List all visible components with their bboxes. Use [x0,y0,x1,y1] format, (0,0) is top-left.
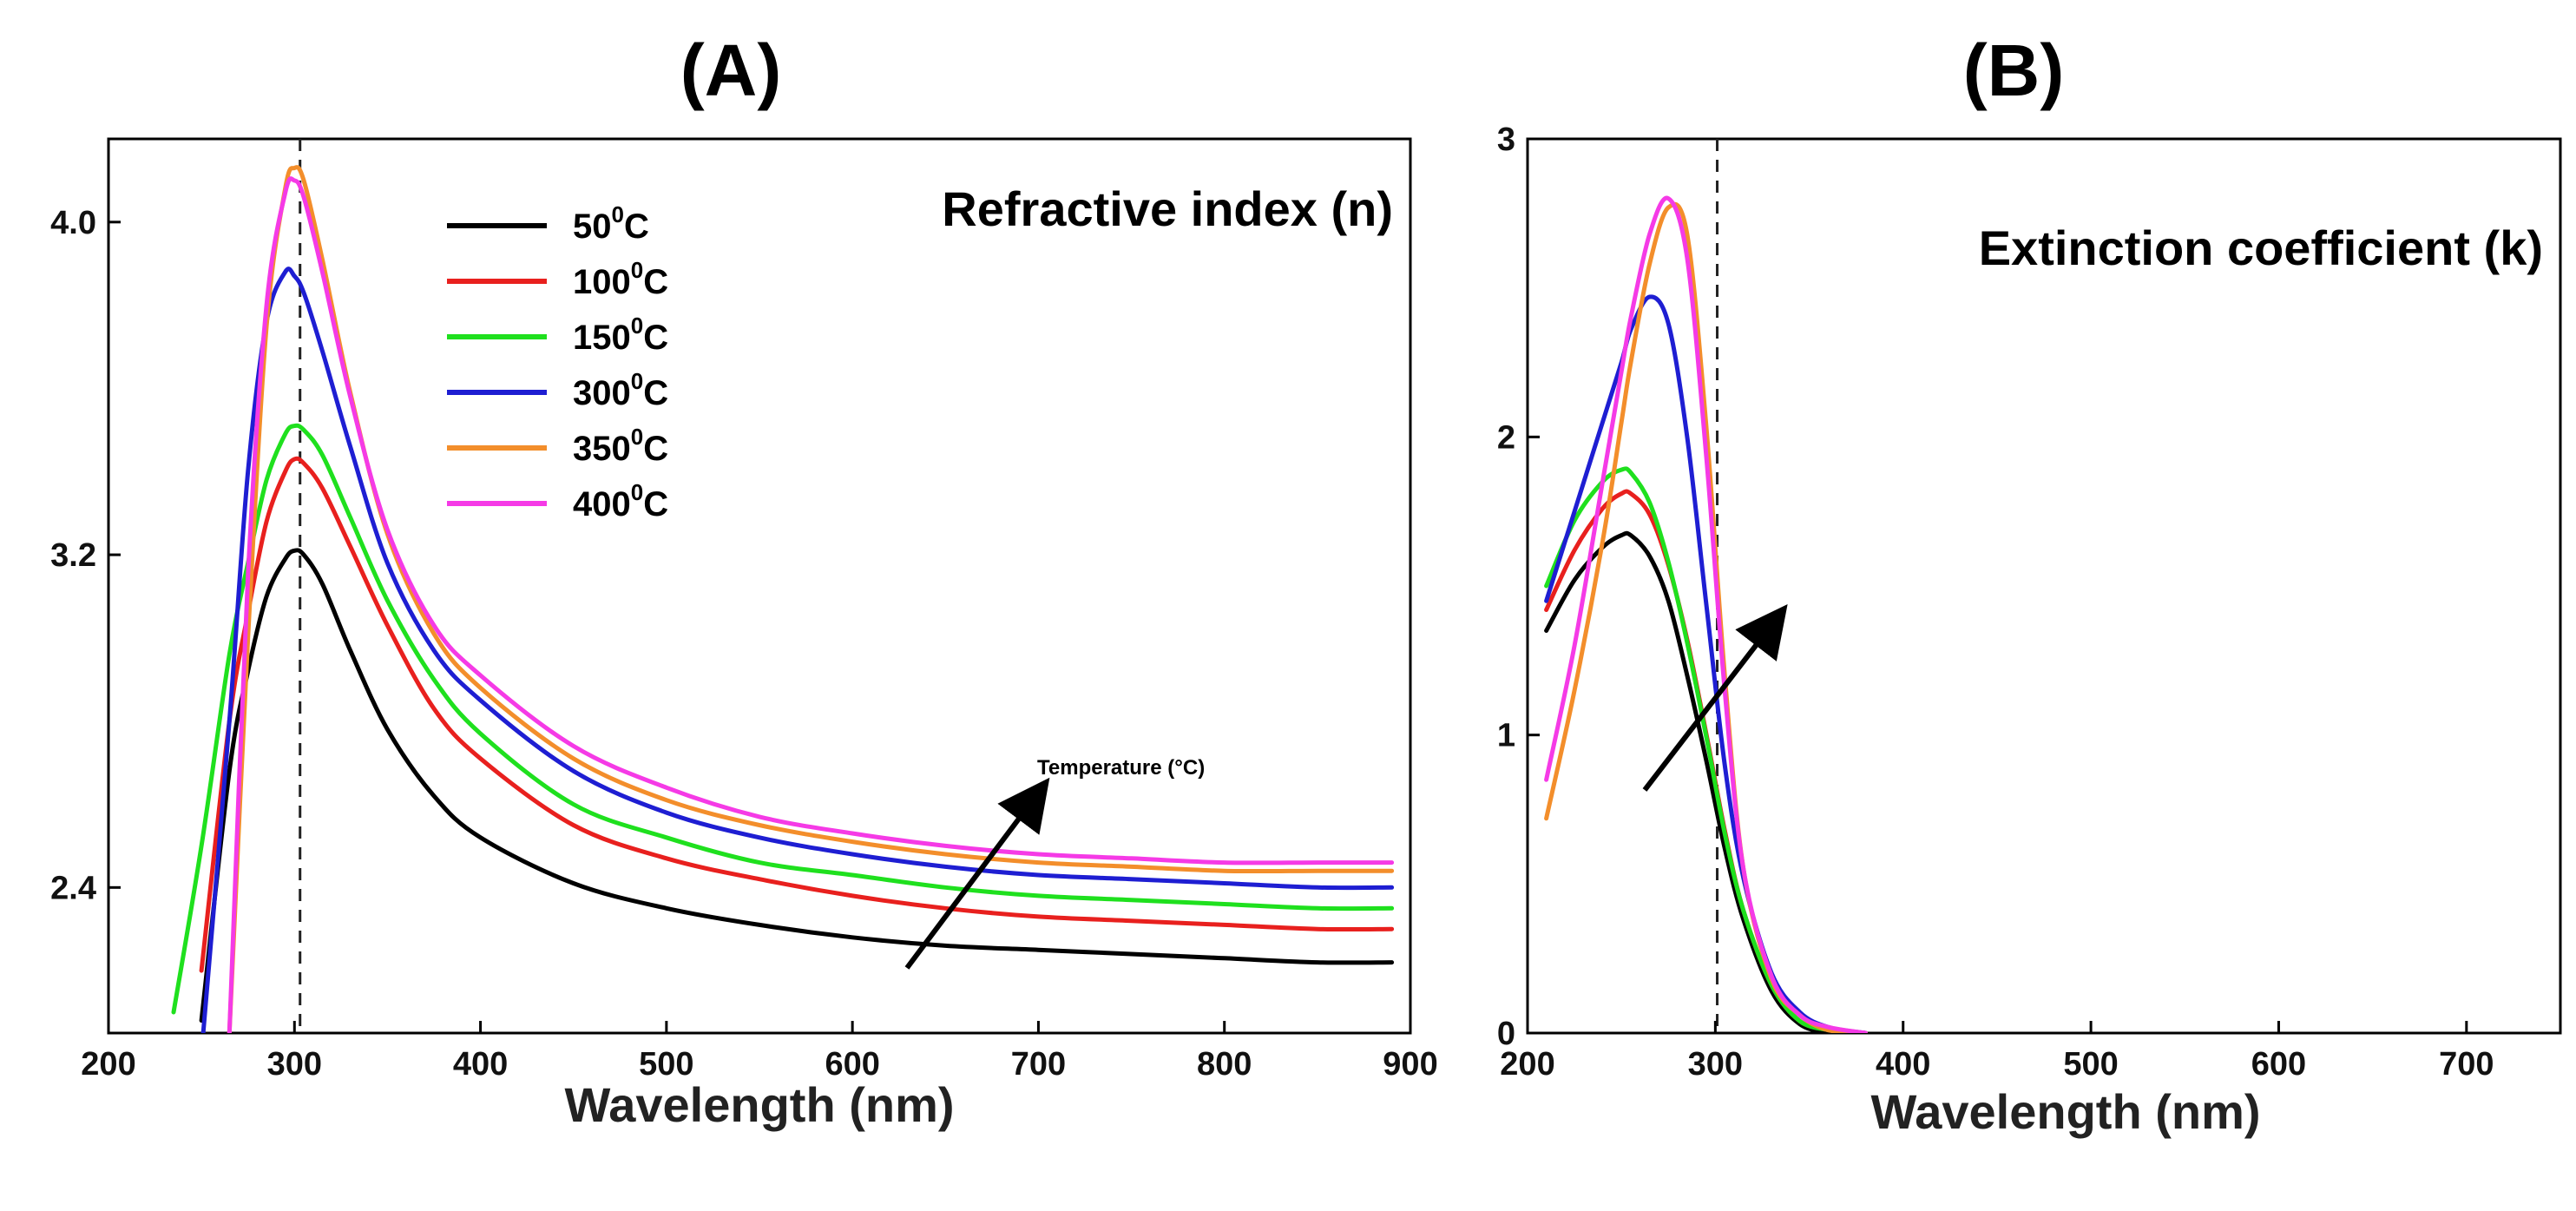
chart-a-frame [107,137,1412,1035]
legend-value: 400 [573,485,631,523]
legend-value: 300 [573,374,631,412]
chart-a-x-tick-label: 900 [1383,1046,1437,1083]
chart-a-temperature-label: Temperature (°C) [1037,756,1205,780]
chart-b: 200 300 400 500 600 700 0 1 2 3 Extinction coeffi… [1497,122,2562,1139]
chart-b-x-tick-label: 300 [1688,1046,1743,1083]
chart-a-x-tick-label: 700 [1011,1046,1066,1083]
legend-unit: C [624,207,649,246]
chart-b-series [1544,195,1868,1033]
legend-value: 350 [573,430,631,468]
chart-a-series-400c [227,176,1395,1033]
chart-a-temperature-arrow [904,777,1050,970]
chart-b-x-tick-label: 500 [2063,1046,2118,1083]
chart-b-y-tick-label: 0 [1497,1016,1515,1052]
legend-value: 150 [573,319,631,357]
chart-b-y-tick-label: 2 [1497,419,1515,456]
chart-a-title: Refractive index (n) [942,181,1393,236]
chart-a-y-tick-label: 2.4 [50,870,96,906]
chart-b-frame [1526,137,2562,1035]
chart-a-x-tick-label: 600 [825,1046,879,1083]
chart-a-y-tick-label: 4.0 [50,205,96,241]
chart-a-x-tick-label: 500 [639,1046,693,1083]
chart-b-x-tick-label: 700 [2439,1046,2494,1083]
legend-label: 1000C [573,257,668,301]
chart-b-x-tick-label: 400 [1876,1046,1930,1083]
legend-value: 50 [573,207,612,246]
legend-degree-sup: 0 [631,257,643,283]
legend-degree-sup: 0 [631,313,643,339]
chart-a-x-tick-label: 400 [453,1046,508,1083]
legend-label: 4000C [573,479,668,523]
chart-b-x-tick-label: 600 [2251,1046,2306,1083]
legend-unit: C [643,263,668,301]
legend-label: 3000C [573,368,668,412]
chart-b-y-tick-label: 3 [1497,122,1515,158]
chart-b-x-axis-label: Wavelength (nm) [1870,1084,2260,1139]
legend-label: 3500C [573,424,668,468]
chart-a-y-tick-label: 3.2 [50,537,96,574]
chart-b-series-150c [1544,466,1830,1033]
legend-value: 100 [573,263,631,301]
chart-b-series-400c [1544,195,1868,1033]
chart-a-x-tick-label: 300 [267,1046,322,1083]
chart-a-x-tick-label: 200 [81,1046,135,1083]
panel-b-label: (B) [1963,30,2065,111]
chart-b-ticks: 200 300 400 500 600 700 0 1 2 3 [1497,122,2494,1083]
legend-label: 1500C [573,313,668,357]
chart-b-temperature-arrow [1642,603,1788,792]
legend-unit: C [643,430,668,468]
chart-b-title: Extinction coefficient (k) [1979,220,2543,275]
chart-b-series-50c [1544,530,1830,1033]
legend-degree-sup: 0 [612,201,624,227]
chart-a-x-tick-label: 800 [1197,1046,1252,1083]
chart-a-x-axis-label: Wavelength (nm) [564,1077,954,1132]
chart-a-series-50c [199,548,1395,1023]
legend-unit: C [643,374,668,412]
legend-degree-sup: 0 [631,424,643,450]
legend-label: 500C [573,201,649,246]
legend-degree-sup: 0 [631,368,643,394]
legend-degree-sup: 0 [631,479,643,505]
chart-b-x-tick-label: 200 [1500,1046,1554,1083]
chart-a-series-100c [199,456,1395,973]
legend-unit: C [643,319,668,357]
chart-a-series-300c [200,267,1395,1033]
chart-b-y-tick-label: 1 [1497,718,1515,754]
panel-a-label: (A) [680,30,782,111]
legend-unit: C [643,485,668,523]
chart-a-series [171,165,1395,1033]
